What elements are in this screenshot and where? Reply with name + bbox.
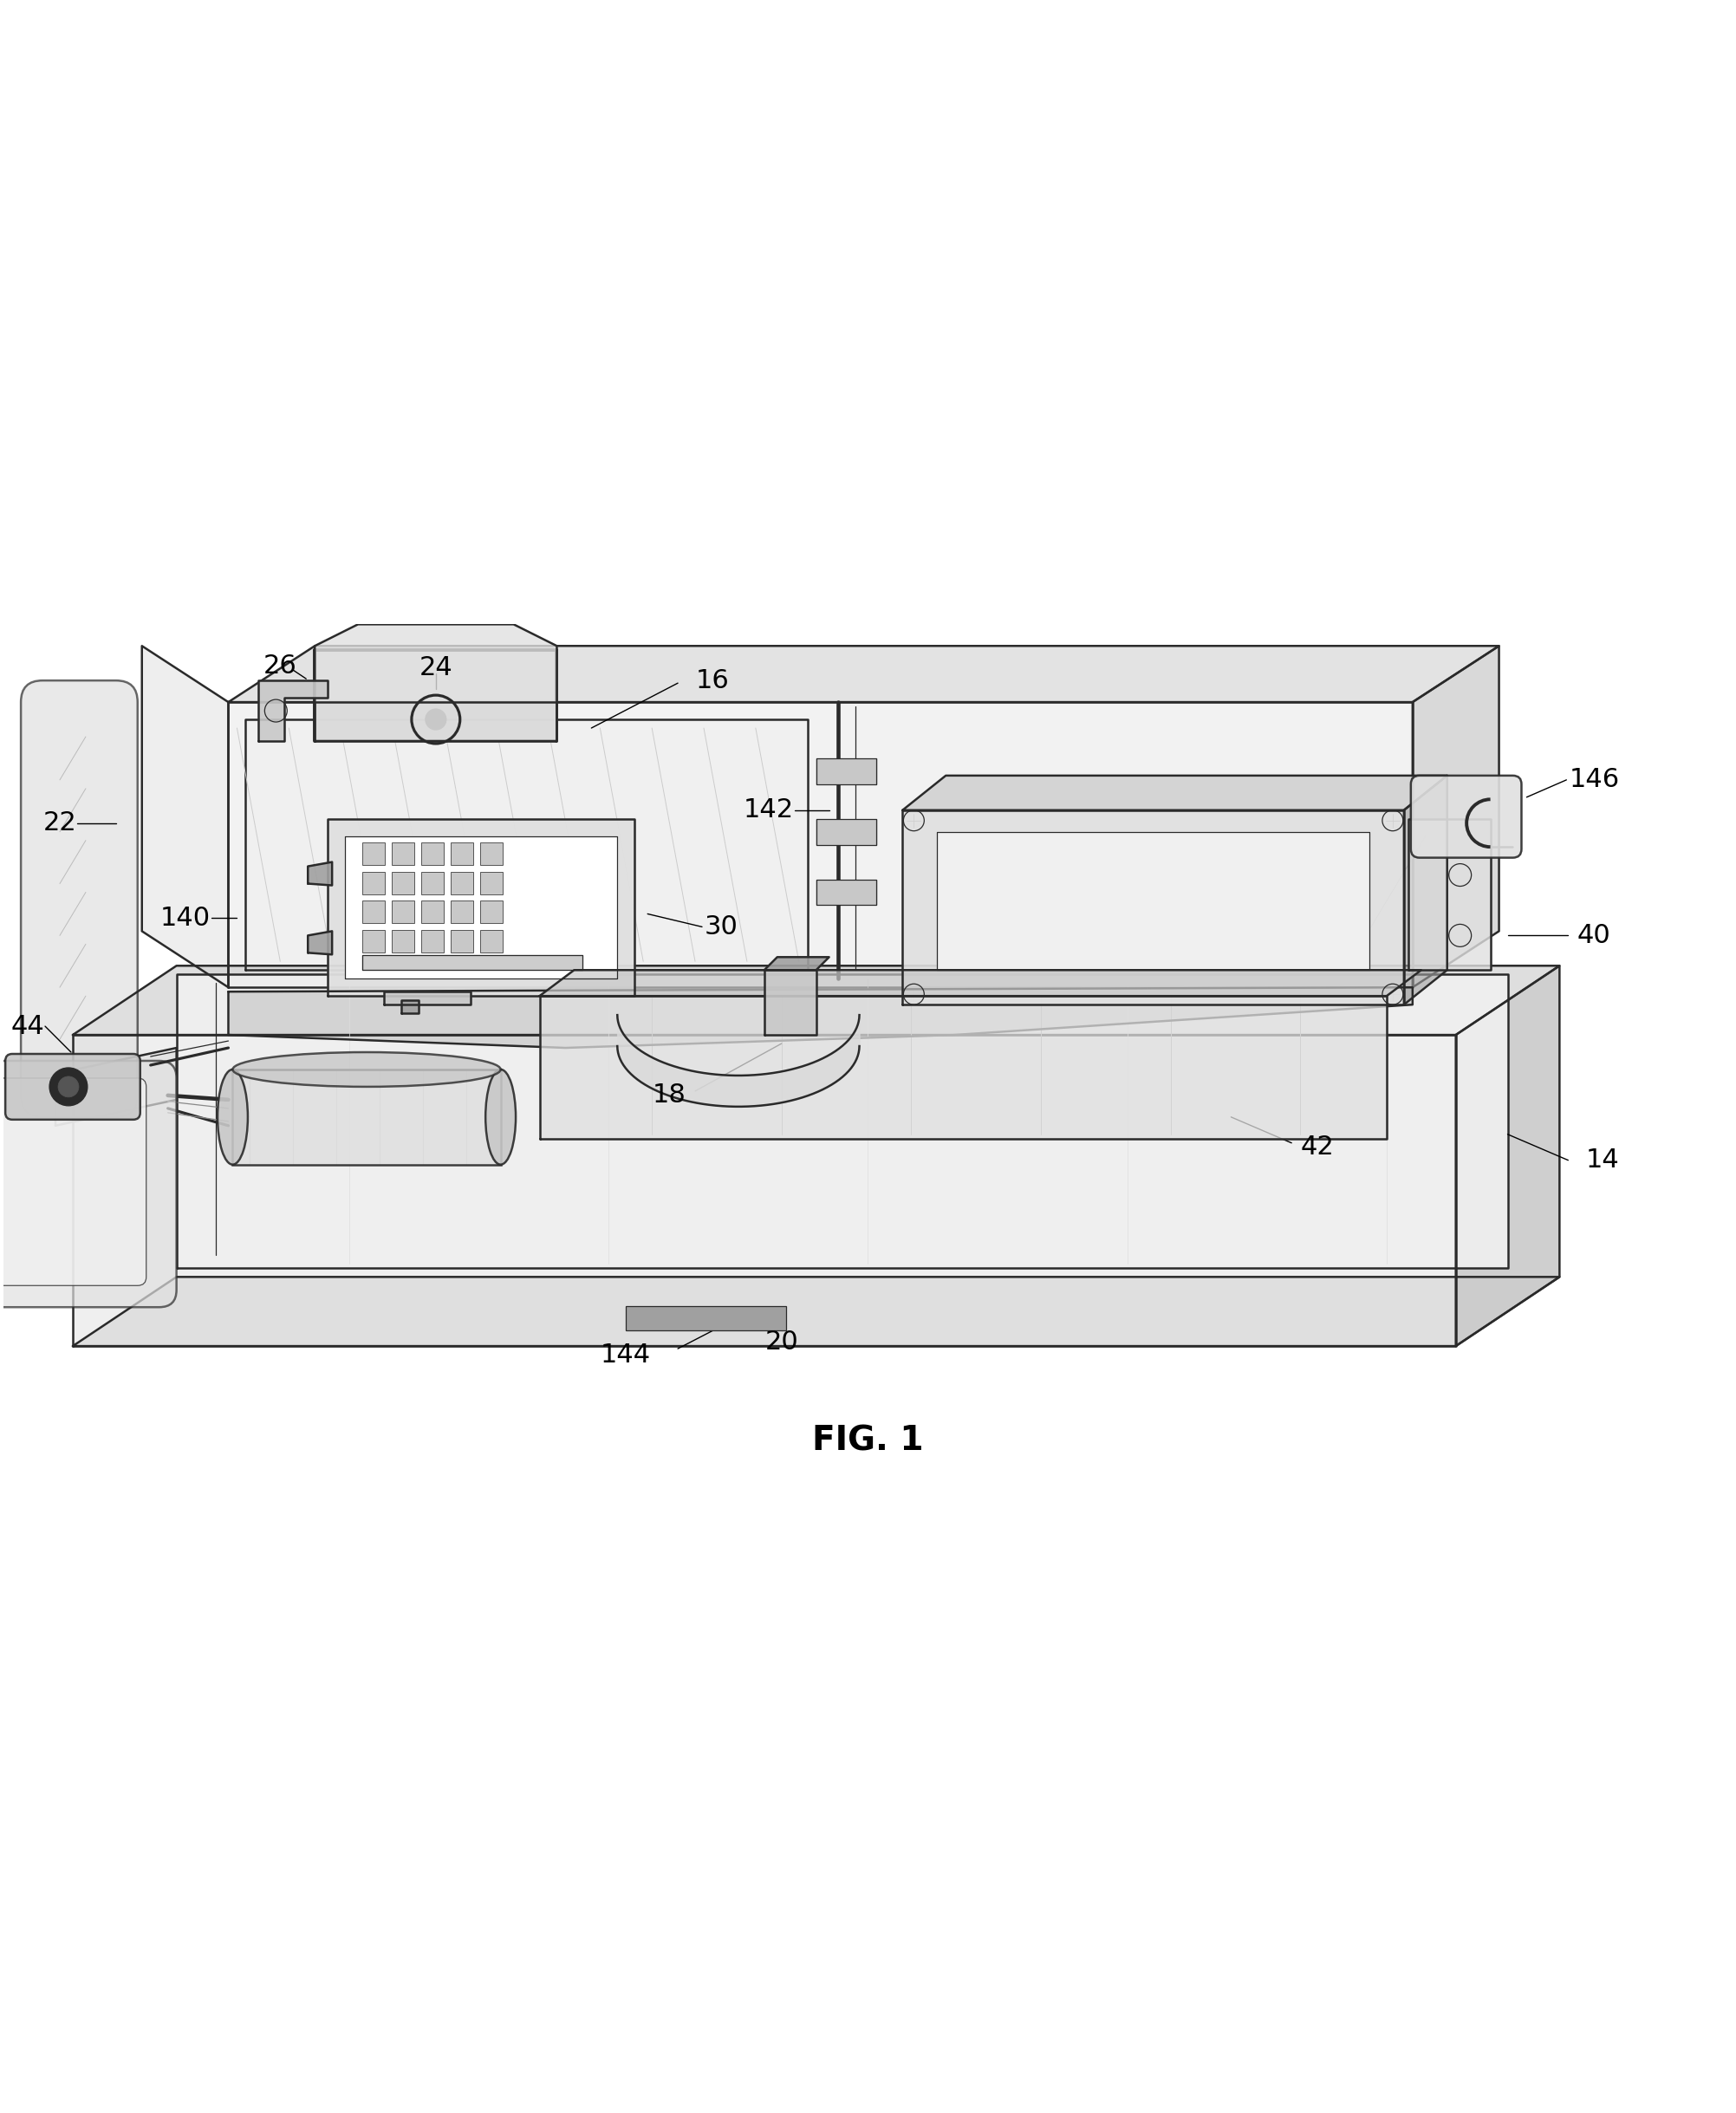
Polygon shape (937, 833, 1370, 970)
Polygon shape (229, 702, 1413, 987)
Polygon shape (56, 1048, 177, 1126)
Bar (451, 930, 472, 953)
Polygon shape (1408, 820, 1491, 970)
Polygon shape (229, 647, 1498, 702)
Text: 30: 30 (705, 915, 738, 940)
Bar (816, 879, 877, 904)
Bar (392, 900, 415, 923)
FancyBboxPatch shape (1411, 775, 1521, 858)
FancyBboxPatch shape (5, 1054, 141, 1120)
Bar (479, 930, 502, 953)
Polygon shape (314, 623, 557, 742)
Bar (392, 843, 415, 864)
FancyBboxPatch shape (0, 1061, 177, 1308)
Polygon shape (540, 995, 1387, 1139)
FancyBboxPatch shape (0, 1078, 146, 1285)
Ellipse shape (233, 1052, 500, 1086)
FancyBboxPatch shape (21, 680, 137, 1118)
Polygon shape (1413, 647, 1498, 987)
Bar (451, 900, 472, 923)
Polygon shape (328, 820, 635, 995)
Polygon shape (1404, 775, 1448, 1004)
Bar (627, 1306, 786, 1331)
Text: 146: 146 (1569, 767, 1620, 792)
Polygon shape (177, 974, 1507, 1268)
Bar (816, 820, 877, 845)
Polygon shape (345, 837, 618, 978)
Polygon shape (307, 932, 332, 955)
Bar (479, 843, 502, 864)
Bar (233, 1069, 500, 1164)
Text: 140: 140 (160, 906, 210, 930)
Text: 26: 26 (264, 653, 297, 678)
Bar (392, 871, 415, 894)
Polygon shape (903, 775, 1448, 809)
Polygon shape (73, 966, 1559, 1035)
Bar (422, 900, 444, 923)
Text: FIG. 1: FIG. 1 (812, 1424, 924, 1458)
Bar (479, 900, 502, 923)
Text: 40: 40 (1578, 923, 1611, 949)
Polygon shape (73, 1035, 1457, 1346)
Text: 14: 14 (1587, 1147, 1620, 1173)
Ellipse shape (217, 1069, 248, 1164)
Polygon shape (307, 862, 332, 885)
Polygon shape (1457, 966, 1559, 1346)
Polygon shape (73, 1276, 1559, 1346)
Bar (422, 871, 444, 894)
Polygon shape (384, 991, 470, 1004)
Polygon shape (314, 702, 557, 742)
Bar (422, 930, 444, 953)
Circle shape (57, 1076, 78, 1097)
Polygon shape (903, 809, 1404, 1004)
Bar (363, 843, 385, 864)
Polygon shape (540, 970, 1422, 995)
Polygon shape (259, 680, 328, 742)
Bar (479, 871, 502, 894)
Bar (363, 871, 385, 894)
Polygon shape (401, 999, 418, 1014)
Bar (451, 843, 472, 864)
Text: 44: 44 (10, 1014, 45, 1040)
Bar (363, 900, 385, 923)
Bar (422, 843, 444, 864)
Text: 142: 142 (743, 797, 793, 822)
Polygon shape (142, 647, 229, 987)
Text: 22: 22 (43, 811, 76, 835)
Bar (816, 759, 877, 784)
Ellipse shape (486, 1069, 516, 1164)
Circle shape (425, 710, 446, 729)
Text: 20: 20 (766, 1329, 799, 1354)
Circle shape (49, 1067, 87, 1105)
Text: 18: 18 (653, 1082, 686, 1107)
Polygon shape (764, 970, 816, 1035)
Text: 16: 16 (696, 668, 729, 693)
Polygon shape (229, 987, 1413, 1048)
Polygon shape (363, 955, 583, 970)
Polygon shape (245, 718, 807, 970)
Polygon shape (764, 957, 830, 970)
Text: 42: 42 (1300, 1135, 1335, 1160)
Bar (363, 930, 385, 953)
Bar (392, 930, 415, 953)
Text: 24: 24 (418, 655, 453, 680)
Bar (451, 871, 472, 894)
Text: 144: 144 (601, 1342, 651, 1367)
